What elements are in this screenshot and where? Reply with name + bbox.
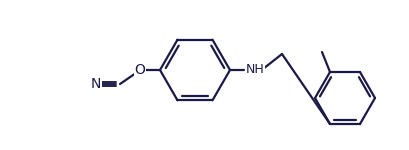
Text: N: N bbox=[90, 77, 101, 91]
Text: NH: NH bbox=[245, 63, 264, 76]
Text: O: O bbox=[134, 63, 145, 77]
